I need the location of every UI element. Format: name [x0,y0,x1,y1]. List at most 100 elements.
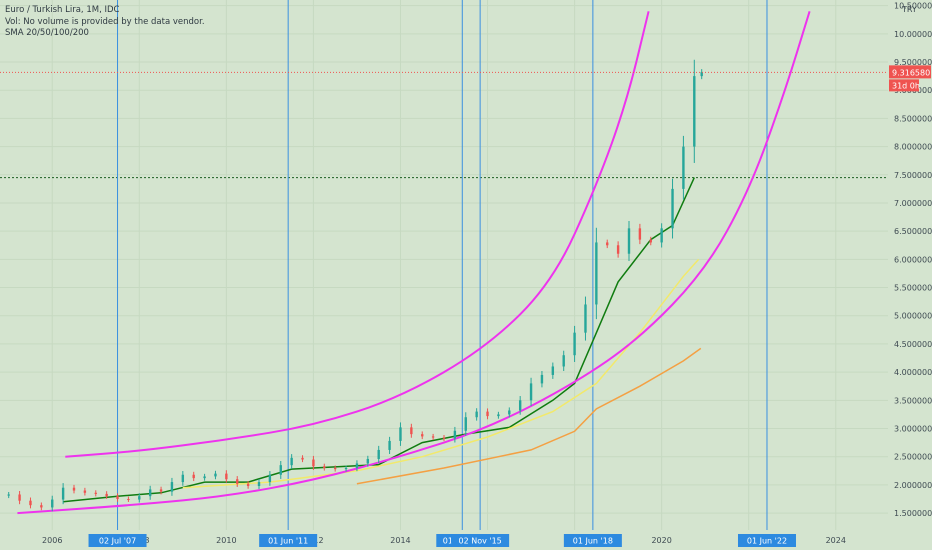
legend-title: Euro / Turkish Lira, 1M, IDC [5,5,120,15]
candle-body [236,479,239,484]
x-tick-label: 2014 [390,536,410,545]
marker-badge-label: 02 Jul '07 [99,537,136,546]
candle-body [671,188,674,229]
candle-body [660,228,663,243]
candle-body [61,487,65,500]
candle-body [540,374,544,384]
candle-body [700,72,703,77]
candle-body [51,499,54,508]
marker-badge-label: 01 Jun '18 [573,537,613,546]
candle-body [192,474,195,479]
candle-body [40,505,43,508]
countdown-badge [889,79,919,92]
candle-body [573,332,576,356]
candle-body [94,492,97,494]
candle-body [638,228,642,240]
chart-legend: Euro / Turkish Lira, 1M, IDC Vol: No vol… [5,5,205,40]
x-tick-label: 2020 [651,536,671,545]
candle-body [682,146,685,189]
y-tick-label: 4.000000 [894,368,932,377]
candle-body [323,466,326,468]
candle-body [616,245,620,254]
candle-body [72,487,76,491]
x-tick-label: 2024 [826,536,846,545]
candle-body [366,458,370,464]
countdown-value: 31d 0h [892,81,920,90]
y-tick-label: 6.500000 [894,227,932,236]
lower-arc [16,11,811,515]
y-tick-label: 1.500000 [894,509,932,518]
last-price-badge [889,65,931,79]
legend-indicator[interactable]: SMA 20/50/100/200 [5,28,89,39]
candle-body [301,457,304,460]
sma-line-sma-50 [182,258,700,489]
price-axis-pane [888,0,932,550]
candle-body [105,493,108,497]
candle-body [551,366,555,375]
candle-body [518,400,522,411]
marker-badge-label: 01 J [443,537,458,546]
marker-badge [563,534,622,547]
candle-body [486,411,489,417]
x-tick-label: 2006 [42,536,62,545]
marker-badge-label: 01 Jun '22 [747,537,787,546]
marker-badge-label: 02 Nov '15 [458,537,501,546]
candle-body [290,457,293,466]
candle-body [442,437,446,439]
y-tick-label: 8.500000 [894,114,932,123]
candle-body [257,482,261,487]
candle-body [399,427,402,441]
candle-body [508,410,511,415]
candle-body [333,467,337,470]
candle-body [116,496,119,499]
y-tick-label: 10.500000 [894,2,932,11]
marker-badge [259,534,318,547]
candle-body [159,489,163,492]
y-tick-label: 7.000000 [894,199,932,208]
currency-label: TRY [901,5,917,14]
candle-body [29,500,32,506]
y-tick-label: 9.500000 [894,58,932,67]
candle-body [627,228,631,254]
y-tick-label: 6.000000 [894,255,932,264]
candle-body [464,417,467,431]
sma-line-sma-100 [356,347,702,485]
candle-body [83,490,87,493]
candle-body [355,463,359,468]
candle-body [431,436,435,438]
candle-body [181,474,185,483]
candle-body [203,476,206,479]
y-tick-label: 2.000000 [894,481,932,490]
candle-body [214,473,217,477]
x-tick-label: 2010 [216,536,236,545]
candle-body [529,383,533,401]
candle-body [225,473,228,480]
y-tick-label: 3.000000 [894,425,932,434]
candle-body [377,449,380,459]
candle-body [453,430,457,439]
candle-body [410,427,413,435]
marker-badge [451,534,510,547]
candle-body [148,489,152,497]
marker-badge-label: 01 Jun '11 [268,537,308,546]
legend-volume-note: Vol: No volume is provided by the data v… [5,16,205,27]
y-tick-label: 8.000000 [894,143,932,152]
marker-badge [88,534,147,547]
candle-body [18,494,21,501]
candle-body [388,440,391,450]
candle-body [344,467,348,470]
candle-body [693,76,696,147]
candle-body [595,242,598,305]
candle-body [649,239,652,243]
candle-body [127,498,130,500]
y-tick-label: 4.500000 [894,340,932,349]
candle-body [475,411,478,418]
y-tick-label: 5.500000 [894,284,932,293]
y-tick-label: 7.500000 [894,171,932,180]
candle-body [246,483,250,487]
marker-badge [737,534,796,547]
y-tick-label: 5.000000 [894,312,932,321]
candle-body [584,304,587,333]
